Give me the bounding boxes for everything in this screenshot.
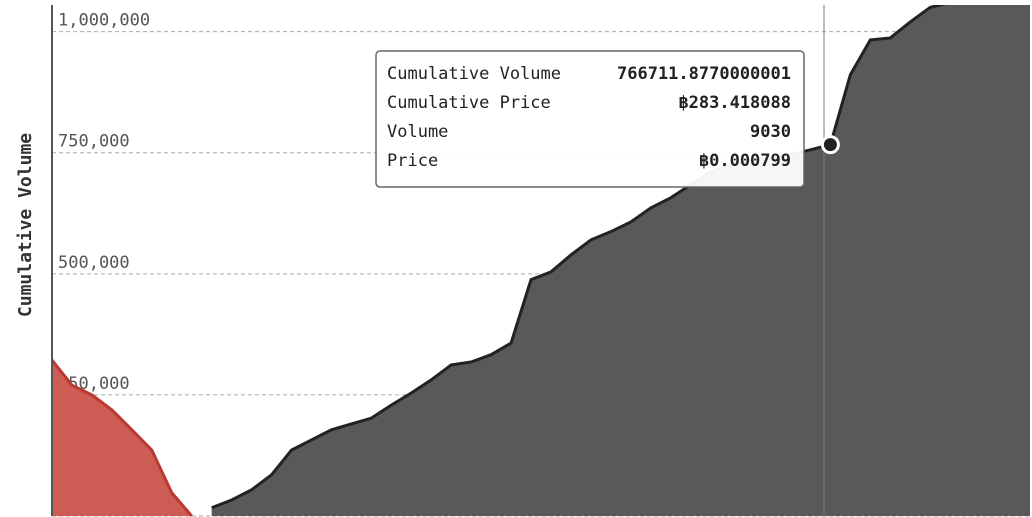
- tooltip-box: [375, 50, 805, 188]
- y-tick-label: 1,000,000: [58, 11, 150, 31]
- depth-line: [211, 5, 947, 510]
- tooltip-label: Cumulative Price: [387, 93, 551, 113]
- tooltip-label: Cumulative Volume: [387, 64, 561, 84]
- y-tick-label: 500,000: [58, 253, 130, 273]
- tooltip-value: 9030: [750, 122, 791, 142]
- tooltip-label: Price: [387, 151, 438, 171]
- y-axis-label: Cumulative Volume: [15, 133, 36, 317]
- y-tick-label: 750,000: [58, 132, 130, 152]
- depth-line: [52, 359, 193, 517]
- tooltip-value: ฿0.000799: [699, 151, 791, 171]
- tooltip-value: ฿283.418088: [678, 93, 791, 113]
- depth-area: [52, 360, 192, 516]
- plot-area: [52, 5, 1030, 517]
- tooltip-value: 766711.8770000001: [617, 64, 791, 84]
- tooltip-label: Volume: [387, 122, 448, 142]
- hover-point: [820, 135, 840, 155]
- depth-area: [211, 5, 1030, 516]
